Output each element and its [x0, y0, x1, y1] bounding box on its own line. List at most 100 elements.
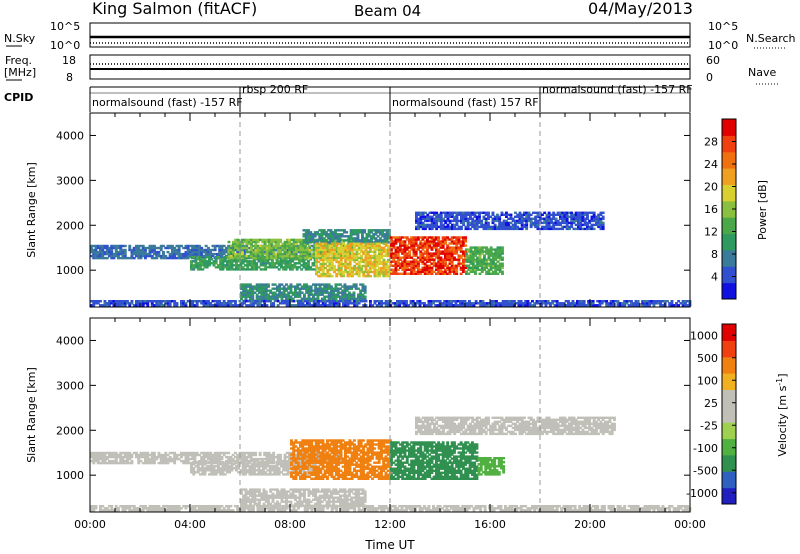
echo-cell [448, 272, 452, 275]
echo-cell [330, 285, 333, 288]
echo-cell [419, 219, 423, 223]
echo-cell [415, 225, 418, 229]
echo-cell [271, 293, 275, 296]
echo-cell [182, 252, 186, 256]
echo-cell [110, 302, 114, 305]
echo-cell [334, 235, 337, 238]
echo-cell [306, 300, 309, 303]
echo-cell [338, 229, 342, 232]
echo-cell [444, 219, 448, 223]
echo-cell [336, 289, 340, 292]
echo-cell [533, 304, 537, 307]
echo-cell [428, 225, 432, 229]
echo-cell [405, 252, 409, 255]
echo-cell [554, 213, 558, 216]
echo-cell [498, 264, 502, 267]
echo-cell [262, 289, 266, 292]
echo-cell [321, 291, 324, 294]
echo-cell [355, 254, 359, 258]
echo-cell [511, 225, 515, 229]
echo-cell [415, 227, 418, 231]
echo-cell [117, 252, 120, 256]
echo-cell [321, 268, 325, 272]
echo-cell [446, 272, 450, 275]
echo-cell [274, 256, 278, 260]
echo-cell [101, 451, 105, 455]
echo-cell [459, 244, 463, 247]
echo-cell [474, 300, 478, 303]
echo-cell [341, 285, 345, 288]
echo-cell [616, 302, 620, 305]
echo-cell [385, 237, 389, 240]
echo-cell [444, 264, 447, 267]
echo-cell [378, 244, 381, 247]
echo-cell [262, 297, 266, 300]
echo-cell [290, 252, 294, 256]
echo-cell [329, 239, 333, 242]
echo-cell [473, 211, 477, 214]
echo-cell [135, 302, 138, 305]
echo-cell [194, 264, 198, 267]
echo-cell [414, 272, 418, 275]
echo-cell [367, 233, 371, 236]
echo-cell [382, 250, 386, 253]
echo-cell [261, 300, 264, 303]
echo-cell [180, 302, 183, 305]
echo-cell [661, 304, 665, 307]
echo-cell [195, 451, 199, 455]
echo-cell [439, 215, 443, 218]
echo-cell [478, 254, 482, 257]
echo-cell [209, 252, 213, 256]
echo-cell [347, 241, 351, 244]
echo-cell [378, 256, 381, 260]
echo-cell [328, 262, 332, 266]
echo-cell [475, 227, 479, 231]
echo-cell [461, 304, 465, 307]
echo-cell [423, 264, 427, 267]
echo-cell [598, 302, 602, 305]
echo-cell [270, 246, 274, 250]
echo-cell [478, 219, 481, 223]
echo-cell [180, 256, 183, 260]
echo-cell [192, 461, 196, 464]
echo-cell [496, 246, 500, 249]
echo-cell [360, 258, 363, 262]
echo-cell [361, 241, 364, 244]
echo-cell [222, 250, 226, 254]
echo-cell [319, 262, 323, 266]
velocity-cells [90, 416, 692, 512]
echo-cell [469, 213, 472, 216]
echo-cell [321, 258, 325, 262]
echo-cell [317, 256, 321, 260]
echo-cell [101, 244, 105, 248]
echo-cell [426, 213, 430, 216]
echo-cell [135, 451, 138, 455]
echo-cell [453, 268, 456, 271]
echo-cell [277, 268, 281, 271]
echo-cell [338, 235, 342, 238]
echo-cell [684, 302, 687, 305]
echo-cell [588, 211, 592, 214]
echo-cell [545, 225, 549, 229]
echo-cell [583, 227, 587, 231]
echo-cell [201, 461, 205, 464]
echo-cell [351, 242, 354, 245]
echo-cell [423, 268, 427, 271]
echo-cell [164, 246, 168, 250]
echo-cell [238, 254, 242, 258]
echo-cell [146, 457, 150, 461]
echo-cell [441, 304, 444, 307]
echo-cell [396, 268, 400, 271]
echo-cell [590, 225, 594, 229]
echo-cell [450, 270, 454, 273]
echo-cell [155, 246, 159, 250]
echo-cell [405, 304, 408, 307]
echo-cell [339, 262, 343, 266]
echo-cell [348, 260, 352, 264]
echo-cell [227, 304, 231, 307]
echo-cell [353, 304, 357, 307]
echo-cell [241, 260, 245, 263]
echo-cell [159, 248, 163, 252]
echo-cell [220, 302, 224, 305]
echo-cell [487, 223, 490, 227]
